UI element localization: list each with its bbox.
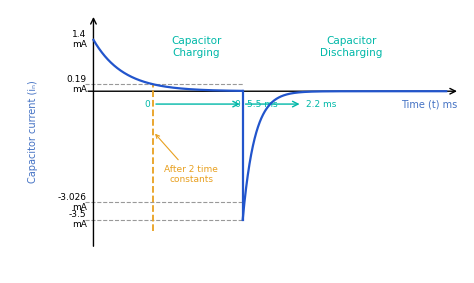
Text: 0: 0 — [234, 100, 240, 109]
Text: Capacitor
Charging: Capacitor Charging — [172, 36, 222, 58]
Text: After 2 time
constants: After 2 time constants — [156, 135, 218, 184]
Text: -3.026
mA: -3.026 mA — [58, 193, 87, 212]
Text: 0.19
mA: 0.19 mA — [66, 75, 87, 94]
Text: 0: 0 — [145, 100, 150, 109]
Text: Capacitor
Discharging: Capacitor Discharging — [320, 36, 383, 58]
Text: Time (t) ms: Time (t) ms — [401, 99, 457, 109]
Text: -3.5
mA: -3.5 mA — [69, 210, 87, 229]
Text: 1.4
mA: 1.4 mA — [72, 31, 87, 49]
Text: Capacitor current (iₙ): Capacitor current (iₙ) — [28, 80, 38, 183]
Text: 5.5 ms: 5.5 ms — [247, 100, 277, 109]
Text: 2.2 ms: 2.2 ms — [307, 100, 337, 109]
